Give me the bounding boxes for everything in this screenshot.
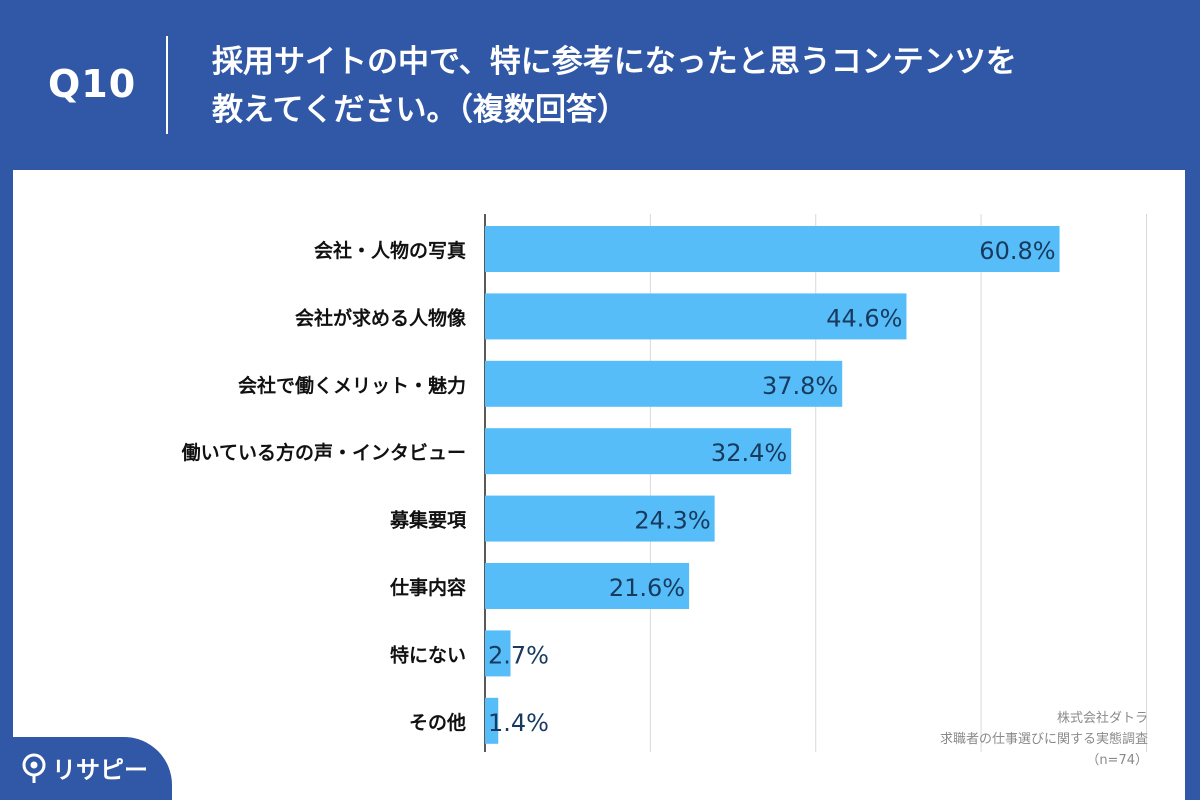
question-title-line-1: 採用サイトの中で、特に参考になったと思うコンテンツを <box>212 44 1017 80</box>
category-label: 仕事内容 <box>389 576 466 599</box>
category-label: 働いている方の声・インタビュー <box>181 441 466 464</box>
bar <box>485 697 499 744</box>
category-label: 会社が求める人物像 <box>295 306 467 329</box>
source-note: 株式会社ダトラ 求職者の仕事選びに関する実態調査 （n=74） <box>940 708 1148 771</box>
brand-logo-text: リサピー <box>52 756 148 784</box>
value-label: 21.6% <box>609 574 685 602</box>
source-company: 株式会社ダトラ <box>1056 711 1148 726</box>
value-label: 2.7% <box>488 641 549 669</box>
chart-bars <box>485 226 1060 744</box>
bar <box>485 563 690 609</box>
category-label: その他 <box>409 711 466 734</box>
bar <box>485 226 1060 272</box>
question-title-line-2: 教えてください。（複数回答） <box>212 92 629 128</box>
chart-panel <box>13 170 1185 800</box>
location-pin-icon <box>22 753 46 783</box>
header-divider <box>166 36 168 134</box>
source-sample: （n=74） <box>1086 753 1148 768</box>
category-label: 会社で働くメリット・魅力 <box>238 374 466 397</box>
value-label: 60.8% <box>979 237 1055 265</box>
bar <box>485 495 715 542</box>
bar <box>485 428 792 475</box>
value-label: 24.3% <box>634 507 710 535</box>
category-label: 特にない <box>390 644 466 666</box>
bar <box>485 630 511 677</box>
value-label: 44.6% <box>826 304 902 332</box>
category-labels: 会社・人物の写真会社が求める人物像会社で働くメリット・魅力働いている方の声・イン… <box>181 239 467 734</box>
value-labels: 60.8% 44.6% 37.8% 32.4% 24.3% 21.6% 2.7% 1.4% <box>488 237 1056 737</box>
question-title: 採用サイトの中で、特に参考になったと思うコンテンツを 教えてください。（複数回答… <box>212 38 1172 134</box>
bar <box>485 360 843 407</box>
value-label: 32.4% <box>711 439 787 467</box>
category-label: 募集要項 <box>389 509 467 532</box>
question-header: Q10 採用サイトの中で、特に参考になったと思うコンテンツを 教えてください。（… <box>0 0 1200 170</box>
value-label: 37.8% <box>762 372 838 400</box>
question-number: Q10 <box>48 62 137 106</box>
bar <box>485 293 907 340</box>
value-label: 1.4% <box>488 709 549 737</box>
category-label: 会社・人物の写真 <box>314 239 466 262</box>
source-survey: 求職者の仕事選びに関する実態調査 <box>939 732 1148 747</box>
brand-logo-tab <box>0 737 172 800</box>
